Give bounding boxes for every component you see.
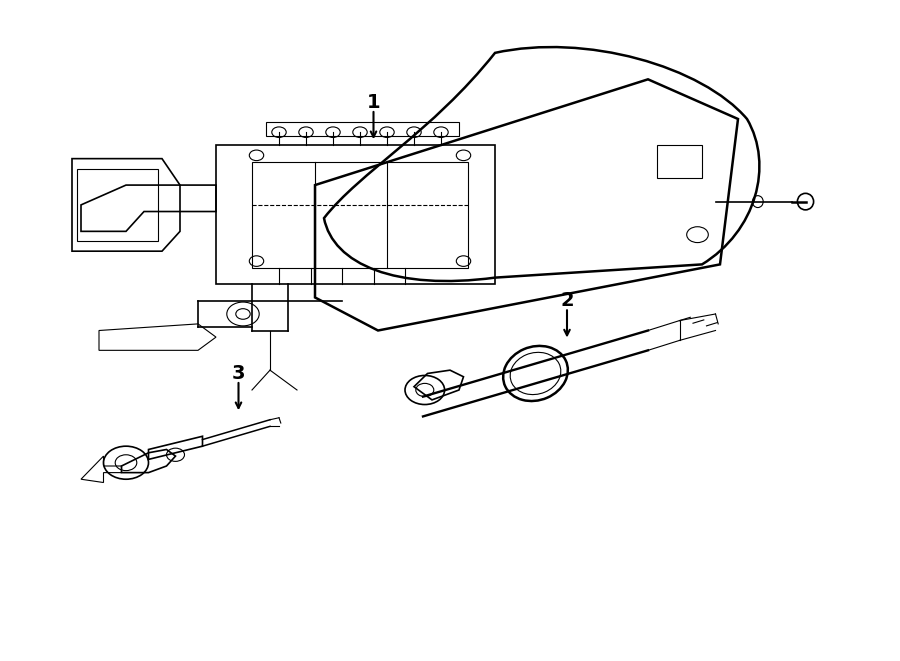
Text: 2: 2: [560, 292, 574, 310]
Text: 3: 3: [232, 364, 245, 383]
Text: 1: 1: [366, 93, 381, 112]
